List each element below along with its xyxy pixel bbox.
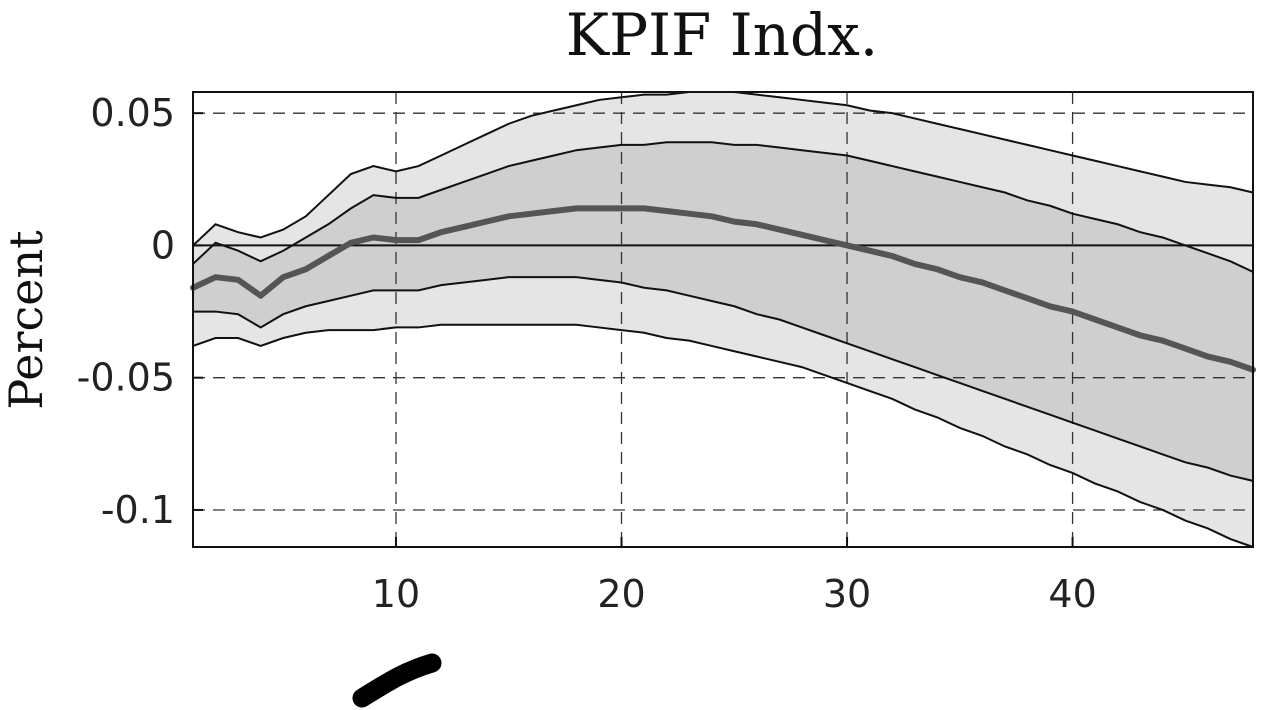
inner-band-lower-line	[193, 276, 1254, 482]
x-tick-label-10: 10	[372, 572, 420, 616]
y-tick-label--0.05: -0.05	[77, 356, 175, 400]
x-tick-label-20: 20	[597, 572, 645, 616]
chart-title: KPIF Indx.	[566, 1, 879, 69]
y-axis-label: Percent	[0, 230, 53, 410]
y-tick-label-0: 0	[151, 223, 175, 267]
axes-box	[192, 91, 1254, 548]
x-tick-label-40: 40	[1048, 572, 1096, 616]
inner-band-upper-line	[192, 141, 1254, 273]
median-line	[190, 205, 1256, 373]
outer-band-lower-line	[192, 323, 1254, 548]
plot-layer: 10 20 30 40 0.05 0 -0.05 -0.1	[77, 91, 1256, 616]
y-tick-label--0.1: -0.1	[101, 488, 175, 532]
y-tick-label-0.05: 0.05	[90, 91, 175, 135]
pen-stroke-mark	[352, 653, 442, 708]
x-tick-label-30: 30	[823, 572, 871, 616]
